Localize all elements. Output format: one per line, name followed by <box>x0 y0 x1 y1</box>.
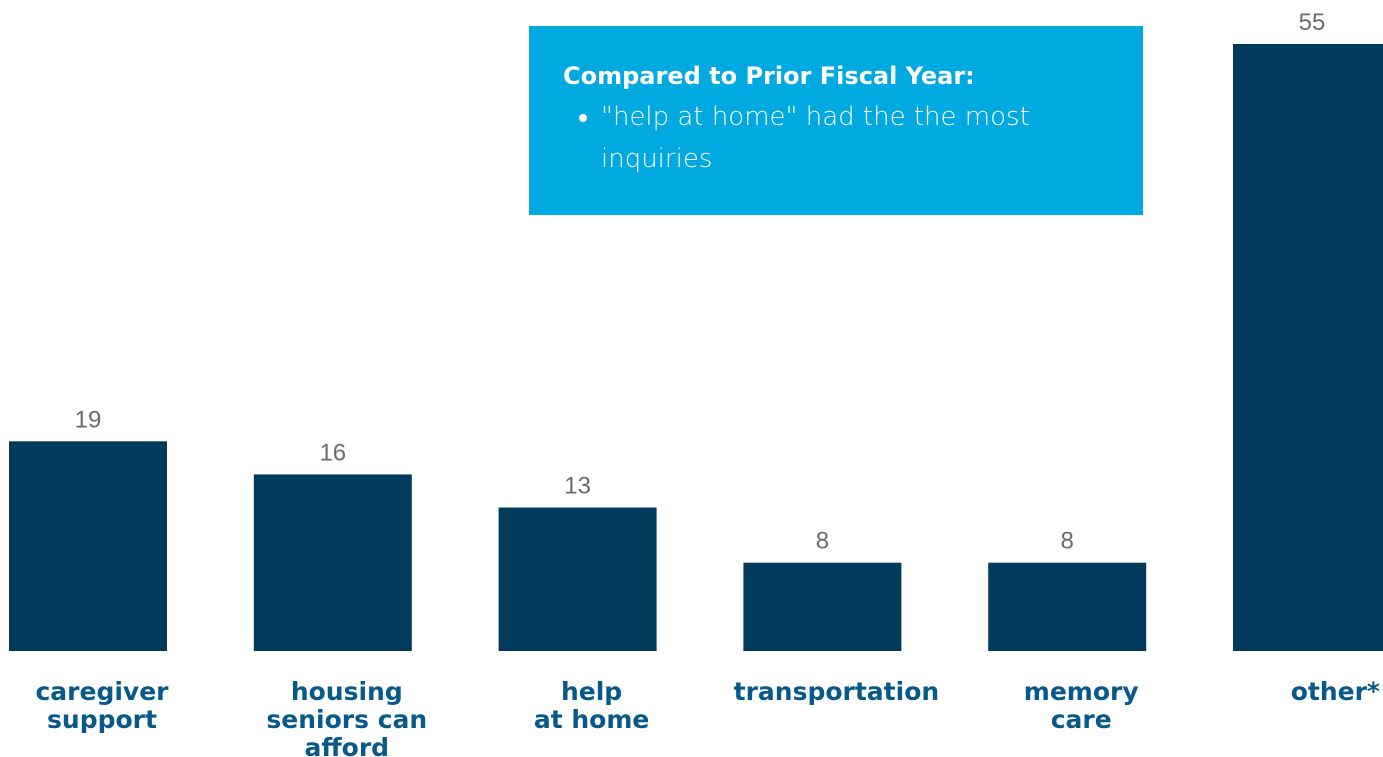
bar <box>1233 44 1383 651</box>
category-label: at home <box>534 705 650 734</box>
bar <box>988 562 1147 651</box>
value-label: 13 <box>564 473 591 500</box>
category-label: transportation <box>734 677 940 706</box>
value-label: 19 <box>75 406 102 433</box>
category-label: care <box>1051 705 1112 734</box>
value-label: 8 <box>816 528 829 555</box>
category-label: support <box>47 705 157 734</box>
bar <box>743 562 902 651</box>
category-label: memory <box>1024 677 1139 706</box>
category-label: seniors can <box>266 705 427 734</box>
annotation-list: "help at home" had the the most inquirie… <box>563 96 1109 180</box>
category-label: help <box>561 677 622 706</box>
category-label: caregiver <box>35 677 169 706</box>
annotation-title: Compared to Prior Fiscal Year: <box>563 62 975 90</box>
category-label: other* <box>1291 677 1380 706</box>
bar <box>253 474 412 651</box>
category-label: housing <box>291 677 403 706</box>
bar <box>9 441 167 651</box>
category-label: afford <box>305 733 390 757</box>
value-label: 16 <box>319 439 346 466</box>
annotation-item: "help at home" had the the most inquirie… <box>601 96 1109 180</box>
bar <box>498 507 657 651</box>
value-label: 8 <box>1061 528 1074 555</box>
value-label: 55 <box>1299 9 1326 36</box>
annotation-box: Compared to Prior Fiscal Year: "help at … <box>529 26 1143 215</box>
